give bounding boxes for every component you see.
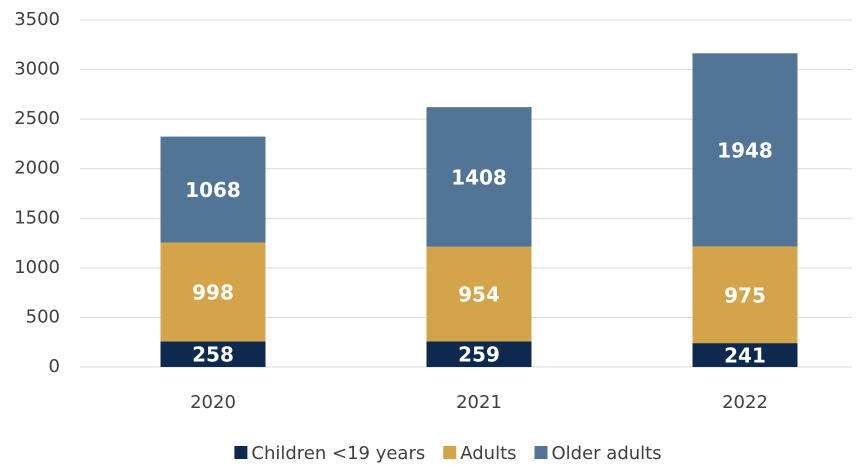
y-tick-label: 3500 (14, 9, 60, 30)
x-tick-label: 2020 (190, 392, 236, 413)
x-tick-label: 2022 (722, 392, 768, 413)
bar-segment (426, 246, 532, 342)
data-label: 259 (458, 343, 500, 367)
y-tick-label: 500 (26, 306, 60, 327)
bar-segment (426, 341, 532, 367)
bar-segment (426, 107, 532, 247)
data-label: 954 (458, 283, 500, 307)
legend-label: Children <19 years (251, 443, 425, 464)
legend-swatch (534, 446, 548, 459)
legend-swatch (443, 446, 457, 459)
y-tick-label: 2000 (14, 158, 60, 179)
y-tick-label: 3000 (14, 59, 60, 80)
legend-swatch (234, 446, 248, 459)
data-label: 975 (724, 283, 766, 307)
y-tick-label: 1000 (14, 257, 60, 278)
legend-label: Adults (460, 443, 516, 464)
y-tick-label: 0 (49, 356, 60, 377)
bar-segment (160, 341, 266, 367)
data-label: 241 (724, 344, 766, 368)
data-label: 1408 (451, 165, 507, 189)
bar-segment (160, 136, 266, 243)
bar-segment (160, 242, 266, 342)
bar-segment (692, 343, 798, 367)
bar-segment (692, 246, 798, 344)
data-label: 258 (192, 343, 234, 367)
y-tick-label: 1500 (14, 207, 60, 228)
data-label: 1948 (717, 138, 773, 162)
data-label: 1068 (185, 178, 241, 202)
y-tick-label: 2500 (14, 108, 60, 129)
x-tick-label: 2021 (456, 392, 502, 413)
data-label: 998 (192, 280, 234, 304)
bar-segment (692, 53, 798, 247)
legend-label: Older adults (552, 443, 662, 464)
